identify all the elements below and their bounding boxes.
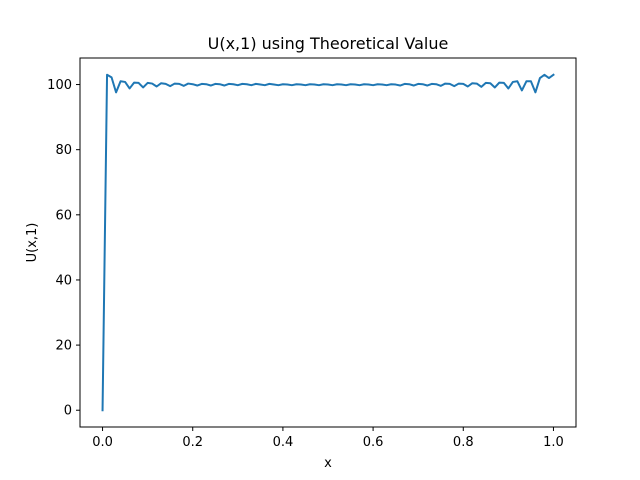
x-tick-label: 0.0	[92, 435, 113, 450]
x-axis-label: x	[324, 456, 332, 471]
x-tick-label: 0.4	[273, 435, 294, 450]
series-line-0	[101, 73, 555, 412]
y-tick-label: 40	[55, 273, 72, 288]
x-tick-label: 0.6	[363, 435, 384, 450]
chart-title: U(x,1) using Theoretical Value	[208, 34, 449, 53]
plot-area-frame	[79, 57, 577, 428]
x-tick-label: 1.0	[543, 435, 564, 450]
tick-labels: 0.0 0.2 0.4 0.6 0.8 1.0 0 20 40 60 80 100	[47, 78, 564, 450]
y-tick-label: 60	[55, 208, 72, 223]
y-tick-label: 20	[55, 339, 72, 354]
y-tick-label: 80	[55, 143, 72, 158]
x-tick-label: 0.8	[453, 435, 474, 450]
series-group	[101, 73, 555, 412]
axis-ticks	[76, 84, 554, 431]
y-axis-label: U(x,1)	[25, 223, 40, 263]
x-tick-label: 0.2	[182, 435, 203, 450]
y-tick-label: 100	[47, 78, 72, 93]
y-tick-label: 0	[64, 404, 72, 419]
